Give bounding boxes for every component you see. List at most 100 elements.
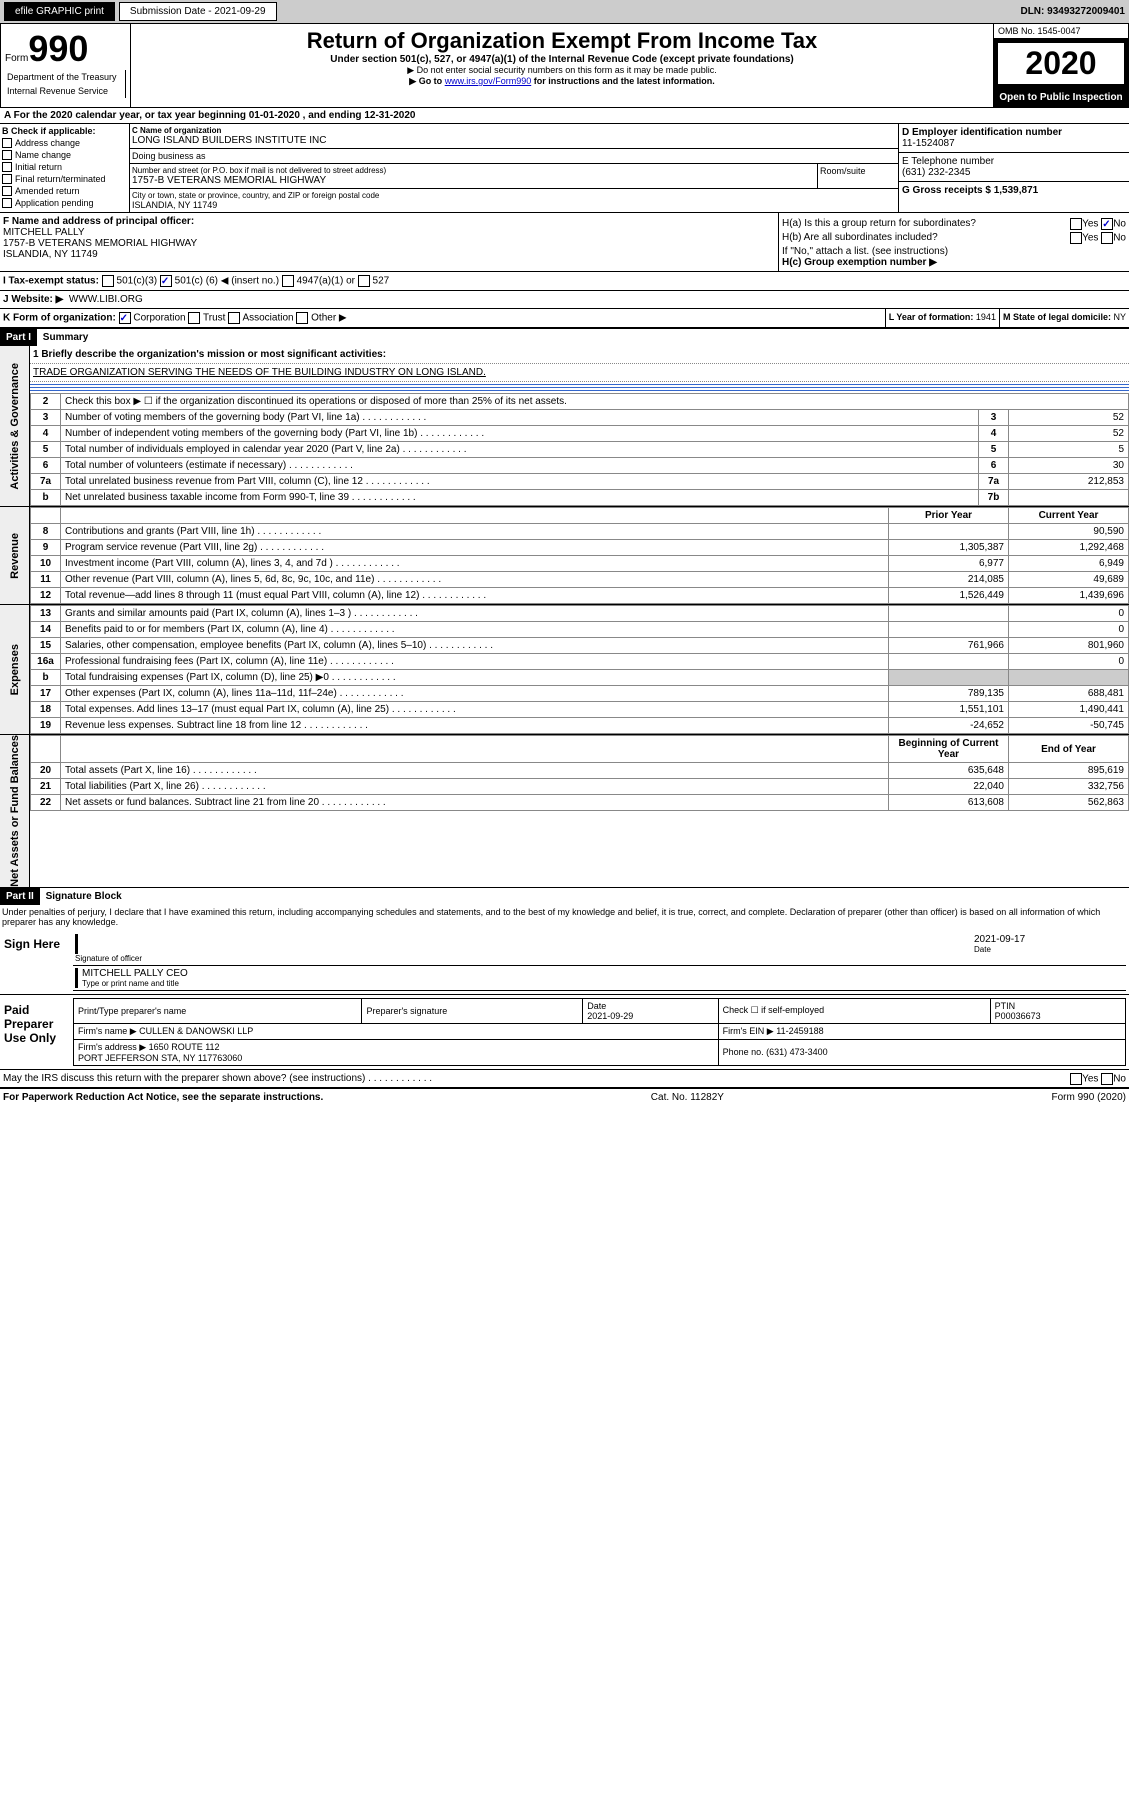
part2-header-row: Part II Signature Block xyxy=(0,888,1129,905)
hb-no-checkbox[interactable] xyxy=(1101,232,1113,244)
netassets-table: Beginning of Current YearEnd of Year20To… xyxy=(30,735,1129,811)
firm-addr1: 1650 ROUTE 112 xyxy=(149,1042,220,1052)
goto-prefix: ▶ Go to xyxy=(409,76,444,86)
paperwork-notice: For Paperwork Reduction Act Notice, see … xyxy=(3,1092,323,1103)
ein-value: 11-1524087 xyxy=(902,138,955,149)
preparer-table: Print/Type preparer's name Preparer's si… xyxy=(73,998,1126,1066)
tax-year: 2020 xyxy=(998,43,1124,84)
sig-name-label: Type or print name and title xyxy=(82,979,1124,988)
form-subtitle: Under section 501(c), 527, or 4947(a)(1)… xyxy=(135,54,989,65)
hb-note: If "No," attach a list. (see instruction… xyxy=(782,246,1126,257)
chk-other[interactable] xyxy=(296,312,308,324)
box-b-label: B Check if applicable: xyxy=(2,126,96,136)
website-row: J Website: ▶ WWW.LIBI.ORG xyxy=(0,291,1129,309)
sidebar-netassets: Net Assets or Fund Balances xyxy=(9,735,21,887)
tax-status-row: I Tax-exempt status: 501(c)(3) 501(c) (6… xyxy=(0,272,1129,291)
ha-no-checkbox[interactable] xyxy=(1101,218,1113,230)
checkbox-application-pending[interactable] xyxy=(2,198,12,208)
hc-label: H(c) Group exemption number ▶ xyxy=(782,257,1126,268)
revenue-table: Prior YearCurrent Year8Contributions and… xyxy=(30,507,1129,604)
sig-date: 2021-09-17 xyxy=(974,934,1124,945)
phone-value: (631) 232-2345 xyxy=(902,167,970,178)
box-e-label: E Telephone number xyxy=(902,156,994,167)
box-c-label: C Name of organization xyxy=(132,126,896,135)
ha-yes-checkbox[interactable] xyxy=(1070,218,1082,230)
discuss-yes-checkbox[interactable] xyxy=(1070,1073,1082,1085)
sidebar-revenue: Revenue xyxy=(9,533,21,579)
submission-date-label: Submission Date - 2021-09-29 xyxy=(119,2,277,21)
city-label: City or town, state or province, country… xyxy=(132,191,896,200)
website-value: WWW.LIBI.ORG xyxy=(69,294,143,305)
paid-preparer-label: Paid Preparer Use Only xyxy=(0,995,70,1069)
form-title: Return of Organization Exempt From Incom… xyxy=(135,28,989,54)
org-name: LONG ISLAND BUILDERS INSTITUTE INC xyxy=(132,135,896,146)
ssn-note: ▶ Do not enter social security numbers o… xyxy=(135,65,989,76)
chk-527[interactable] xyxy=(358,275,370,287)
ptin-value: P00036673 xyxy=(995,1011,1041,1021)
part1-title: Summary xyxy=(40,329,92,346)
officer-addr2: ISLANDIA, NY 11749 xyxy=(3,249,98,260)
officer-addr1: 1757-B VETERANS MEMORIAL HIGHWAY xyxy=(3,238,197,249)
instructions-link[interactable]: www.irs.gov/Form990 xyxy=(445,76,532,86)
omb-number: OMB No. 1545-0047 xyxy=(994,24,1128,39)
firm-name: CULLEN & DANOWSKI LLP xyxy=(139,1026,253,1036)
expenses-table: 13Grants and similar amounts paid (Part … xyxy=(30,605,1129,734)
state-domicile: NY xyxy=(1113,312,1126,322)
discuss-label: May the IRS discuss this return with the… xyxy=(3,1073,432,1084)
chk-501c3[interactable] xyxy=(102,275,114,287)
open-public-label: Open to Public Inspection xyxy=(994,88,1128,107)
checkbox-final-return[interactable] xyxy=(2,174,12,184)
top-toolbar: efile GRAPHIC print Submission Date - 20… xyxy=(0,0,1129,23)
chk-association[interactable] xyxy=(228,312,240,324)
box-g-gross-receipts: G Gross receipts $ 1,539,871 xyxy=(902,185,1038,196)
prep-self-employed: Check ☐ if self-employed xyxy=(718,998,990,1023)
efile-print-button[interactable]: efile GRAPHIC print xyxy=(4,2,115,21)
goto-suffix: for instructions and the latest informat… xyxy=(531,76,715,86)
officer-name: MITCHELL PALLY xyxy=(3,227,85,238)
discuss-no-checkbox[interactable] xyxy=(1101,1073,1113,1085)
chk-4947[interactable] xyxy=(282,275,294,287)
mission-text: TRADE ORGANIZATION SERVING THE NEEDS OF … xyxy=(33,367,486,378)
checkbox-address-change[interactable] xyxy=(2,138,12,148)
checkbox-amended[interactable] xyxy=(2,186,12,196)
section-fh: F Name and address of principal officer:… xyxy=(0,213,1129,272)
hb-yes-checkbox[interactable] xyxy=(1070,232,1082,244)
part2-label: Part II xyxy=(0,888,40,905)
section-bcdeg: B Check if applicable: Address change Na… xyxy=(0,124,1129,213)
irs-label: Internal Revenue Service xyxy=(5,84,126,98)
ha-label: H(a) Is this a group return for subordin… xyxy=(782,218,976,230)
sig-date-label: Date xyxy=(974,945,1124,954)
form-number: 990 xyxy=(28,28,88,69)
sidebar-expenses: Expenses xyxy=(9,644,21,695)
form-label: Form xyxy=(5,53,28,64)
room-suite-label: Room/suite xyxy=(818,164,898,188)
governance-table: 2Check this box ▶ ☐ if the organization … xyxy=(30,393,1129,506)
firm-ein: 11-2459188 xyxy=(776,1026,823,1036)
part1-label: Part I xyxy=(0,329,37,346)
k-row: K Form of organization: Corporation Trus… xyxy=(0,309,1129,329)
officer-sig-label: Signature of officer xyxy=(75,954,974,963)
street-address: 1757-B VETERANS MEMORIAL HIGHWAY xyxy=(132,175,815,186)
penalty-statement: Under penalties of perjury, I declare th… xyxy=(0,905,1129,929)
sidebar-governance: Activities & Governance xyxy=(9,363,21,490)
hb-label: H(b) Are all subordinates included? xyxy=(782,232,938,244)
mission-label: 1 Briefly describe the organization's mi… xyxy=(33,349,386,360)
checkbox-name-change[interactable] xyxy=(2,150,12,160)
dln-label: DLN: 93493272009401 xyxy=(1020,6,1125,17)
dba-label: Doing business as xyxy=(130,149,898,164)
year-formation: 1941 xyxy=(976,312,996,322)
chk-corporation[interactable] xyxy=(119,312,131,324)
part2-title: Signature Block xyxy=(43,888,125,905)
sig-name: MITCHELL PALLY CEO xyxy=(82,968,1124,979)
addr-label: Number and street (or P.O. box if mail i… xyxy=(132,166,815,175)
chk-501c[interactable] xyxy=(160,275,172,287)
box-d-label: D Employer identification number xyxy=(902,127,1062,138)
dept-treasury: Department of the Treasury xyxy=(5,70,126,84)
checkbox-initial-return[interactable] xyxy=(2,162,12,172)
form-header: Form990 Department of the Treasury Inter… xyxy=(0,23,1129,108)
prep-date: 2021-09-29 xyxy=(587,1011,633,1021)
box-f-label: F Name and address of principal officer: xyxy=(3,216,194,227)
chk-trust[interactable] xyxy=(188,312,200,324)
firm-addr2: PORT JEFFERSON STA, NY 117763060 xyxy=(78,1053,242,1063)
line-a-tax-year: A For the 2020 calendar year, or tax yea… xyxy=(0,108,1129,124)
